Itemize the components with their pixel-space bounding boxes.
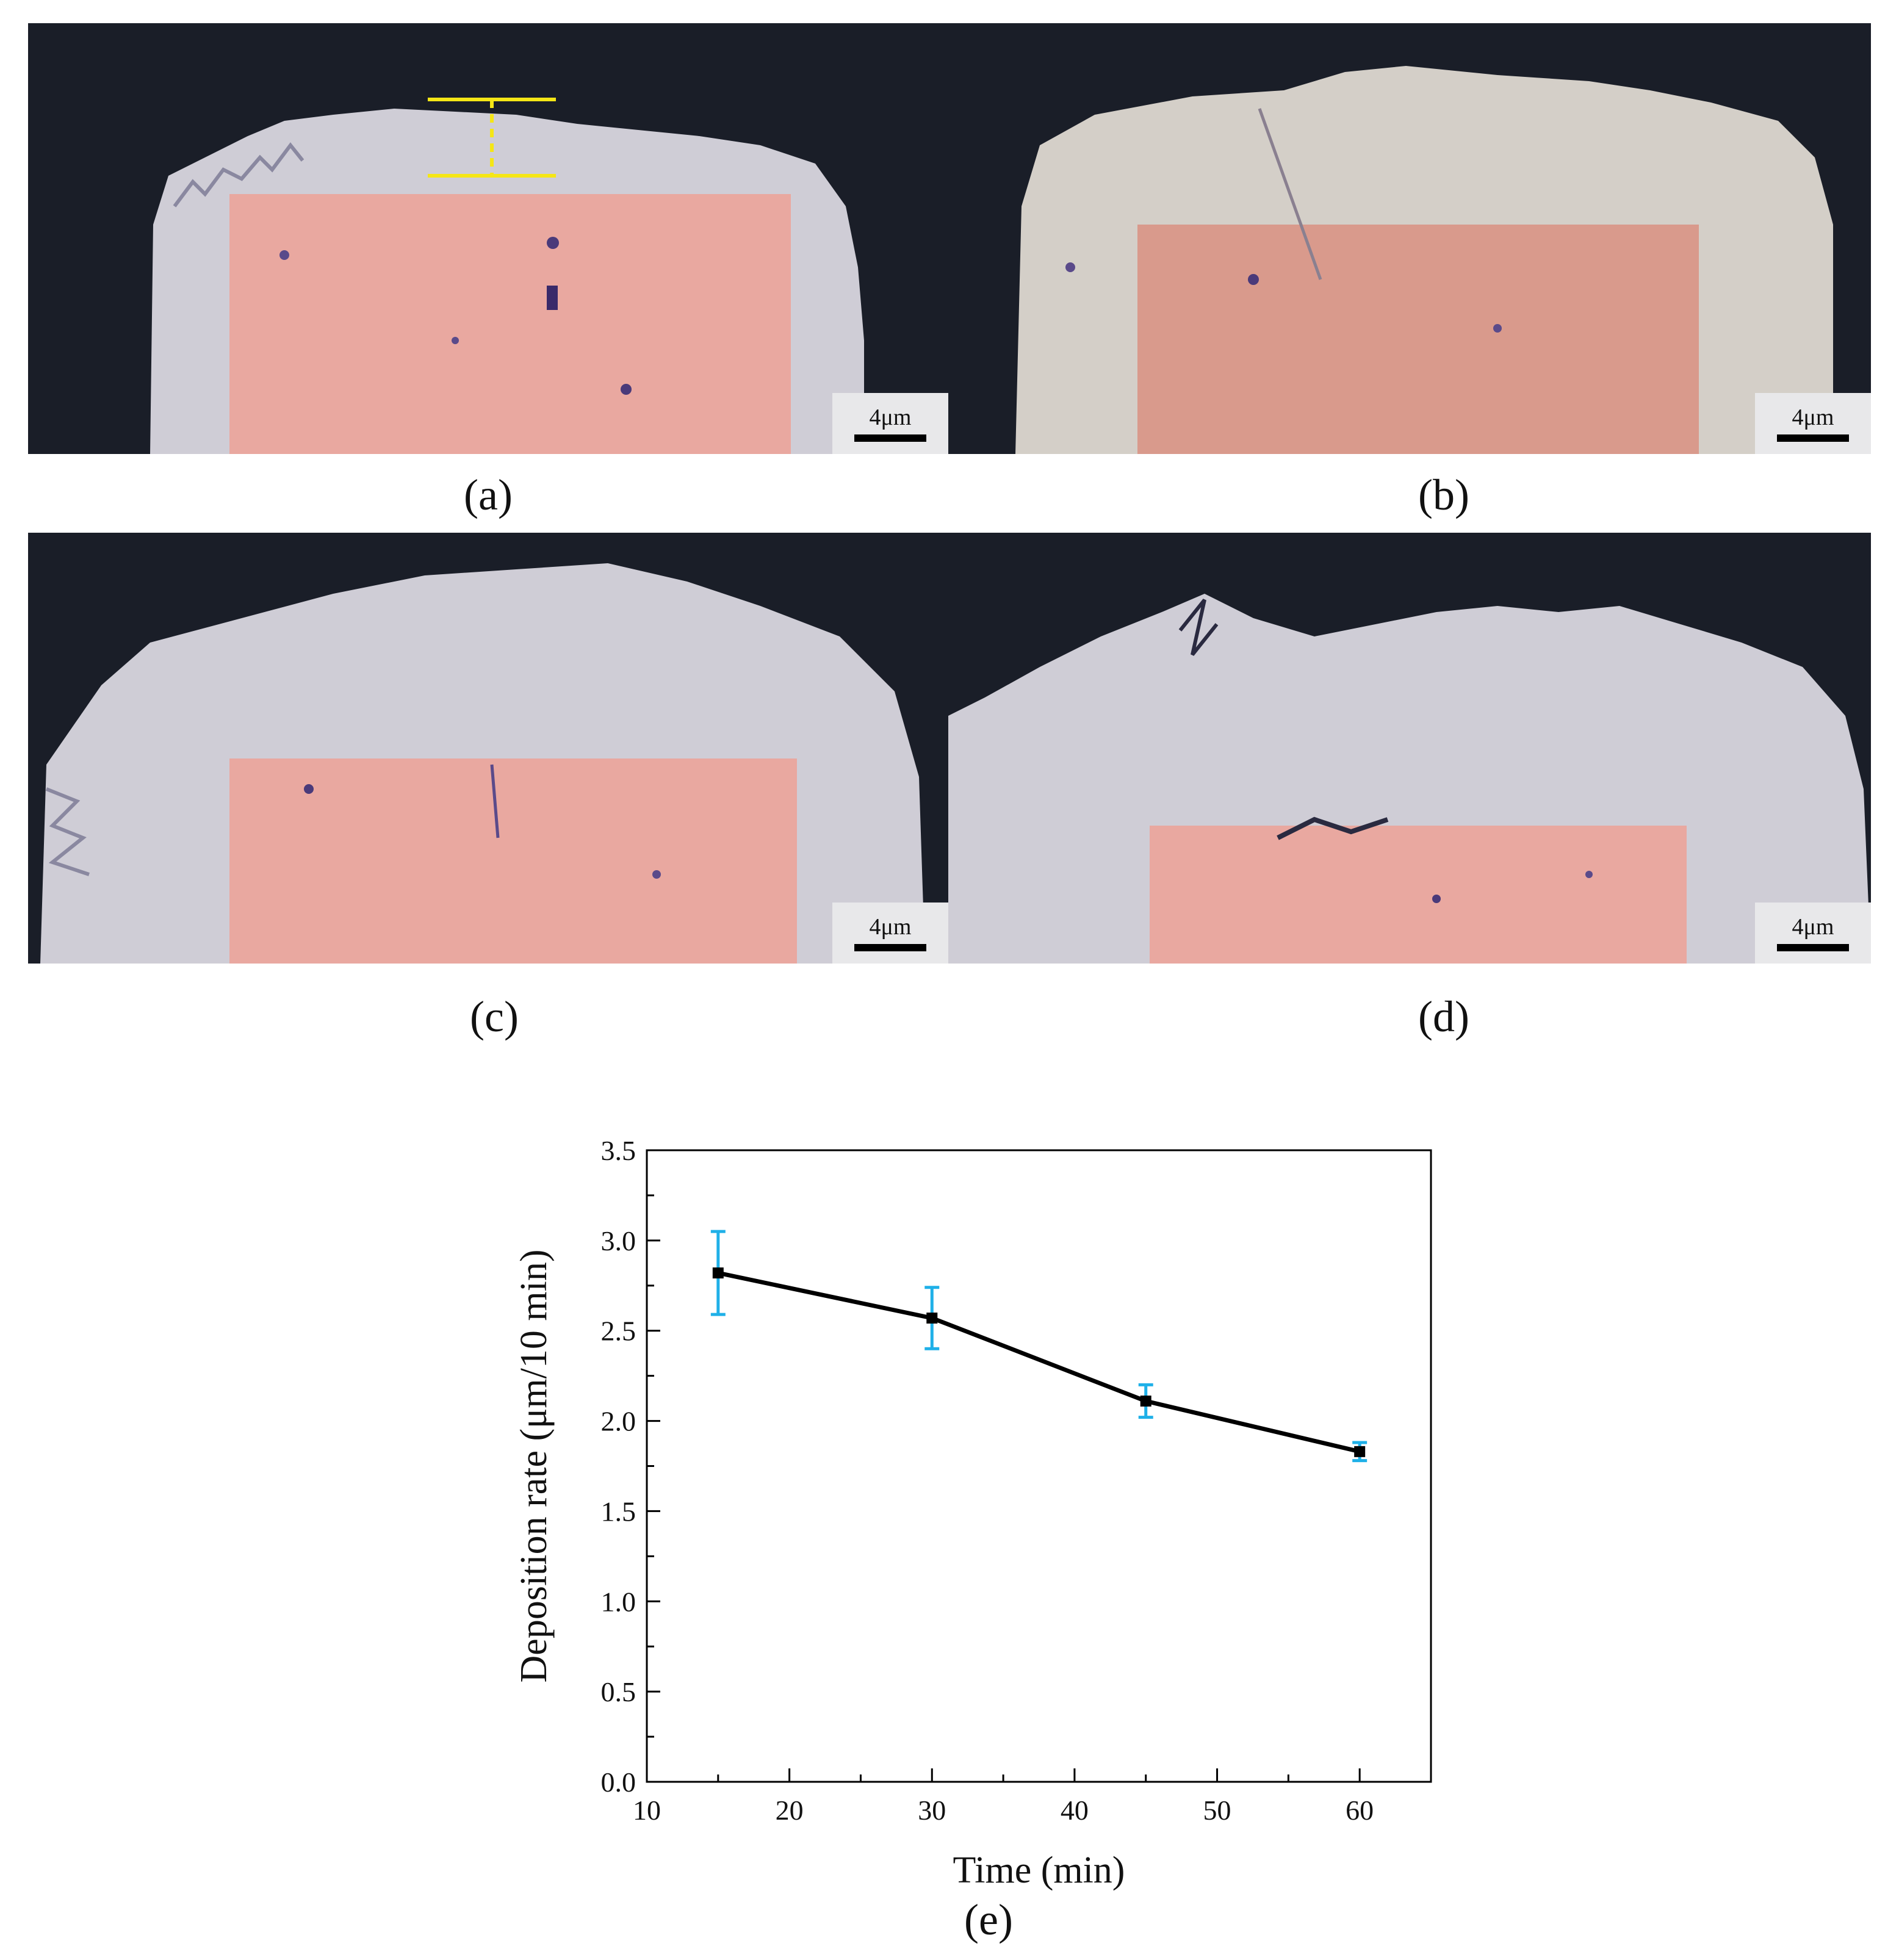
panel-label-b: (b) <box>1418 470 1469 519</box>
data-point <box>926 1313 938 1324</box>
scale-bar-b: 4μm <box>1755 393 1871 454</box>
micrograph-panel-c: 4μm <box>28 533 948 964</box>
panel-label-a: (a) <box>464 470 513 519</box>
series-line <box>718 1270 1360 1454</box>
plot-frame <box>646 1149 1432 1783</box>
micrograph-image-a <box>28 23 948 454</box>
scale-bar-line <box>854 944 926 951</box>
y-tick-label: 0.0 <box>601 1767 636 1798</box>
panel-label-d: (d) <box>1418 992 1469 1041</box>
y-tick-label: 2.0 <box>601 1406 636 1437</box>
x-tick-label: 10 <box>633 1795 661 1826</box>
x-axis-title: Time (min) <box>953 1850 1125 1891</box>
y-tick-label: 3.5 <box>601 1135 636 1166</box>
panel-label-c: (c) <box>470 992 519 1041</box>
scale-bar-line <box>1777 434 1849 442</box>
data-point <box>712 1267 724 1279</box>
x-tick-label: 30 <box>918 1795 946 1826</box>
plot-area: 10 20 30 40 50 60 0.0 0.5 1.0 1.5 2.0 2.5 3.0 3.5 <box>601 1135 1432 1826</box>
scale-bar-line <box>854 434 926 442</box>
scale-bar-line <box>1777 944 1849 951</box>
micrograph-image-c <box>28 533 948 964</box>
y-tick-label: 3.0 <box>601 1225 636 1256</box>
thickness-marker <box>428 98 556 178</box>
scale-bar-a: 4μm <box>832 393 948 454</box>
scale-bar-label: 4μm <box>869 914 912 940</box>
panel-label-e: (e) <box>964 1895 1013 1944</box>
micrograph-image-d <box>948 533 1871 964</box>
micrograph-image-b <box>948 23 1871 454</box>
micrograph-panel-b: 4μm <box>948 23 1871 454</box>
data-point <box>1354 1446 1366 1457</box>
scale-bar-label: 4μm <box>1792 405 1834 430</box>
x-tick-label: 50 <box>1203 1795 1231 1826</box>
y-tick-label: 1.0 <box>601 1586 636 1617</box>
micrograph-panel-d: 4μm <box>948 533 1871 964</box>
data-point <box>1140 1396 1151 1407</box>
x-tick-label: 40 <box>1061 1795 1089 1826</box>
scale-bar-label: 4μm <box>869 405 912 430</box>
x-tick-label: 60 <box>1346 1795 1374 1826</box>
scale-bar-c: 4μm <box>832 903 948 964</box>
y-tick-label: 2.5 <box>601 1316 636 1347</box>
micrograph-panel-a: 4μm <box>28 23 948 454</box>
y-tick-label: 1.5 <box>601 1496 636 1527</box>
y-tick-label: 0.5 <box>601 1676 636 1707</box>
scale-bar-d: 4μm <box>1755 903 1871 964</box>
x-tick-label: 20 <box>776 1795 804 1826</box>
scale-bar-label: 4μm <box>1792 914 1834 940</box>
deposition-rate-chart: 10 20 30 40 50 60 0.0 0.5 1.0 1.5 2.0 2.5 3.0 3.5 Tim… <box>513 1135 1432 1891</box>
y-axis-title: Deposition rate (μm/10 min) <box>513 1250 555 1683</box>
